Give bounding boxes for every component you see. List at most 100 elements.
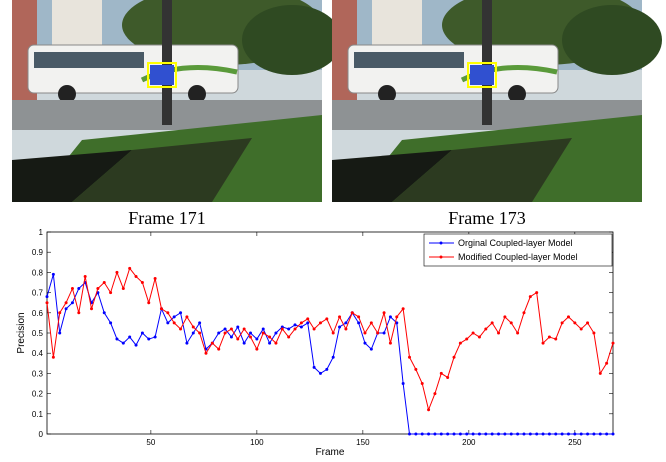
point (427, 408, 430, 411)
point (414, 368, 417, 371)
point (599, 433, 602, 436)
point (122, 287, 125, 290)
point (287, 327, 290, 330)
point (147, 301, 150, 304)
point (211, 342, 214, 345)
point (592, 332, 595, 335)
x-axis-label: Frame (316, 447, 345, 458)
point (510, 433, 513, 436)
point (548, 336, 551, 339)
point (446, 433, 449, 436)
point (522, 311, 525, 314)
point (313, 366, 316, 369)
point (274, 332, 277, 335)
legend-marker (440, 256, 443, 259)
point (325, 368, 328, 371)
point (281, 327, 284, 330)
point (573, 321, 576, 324)
point (103, 311, 106, 314)
legend-marker (440, 242, 443, 245)
point (465, 338, 468, 341)
point (249, 332, 252, 335)
point (522, 433, 525, 436)
point (408, 433, 411, 436)
photo (332, 0, 662, 202)
point (224, 327, 227, 330)
point (230, 336, 233, 339)
point (402, 382, 405, 385)
point (414, 433, 417, 436)
point (319, 372, 322, 375)
point (497, 332, 500, 335)
point (586, 433, 589, 436)
point (351, 311, 354, 314)
point (338, 325, 341, 328)
point (472, 433, 475, 436)
point (306, 321, 309, 324)
point (465, 433, 468, 436)
point (52, 273, 55, 276)
point (84, 275, 87, 278)
point (503, 315, 506, 318)
point (236, 338, 239, 341)
y-tick-label: 0.3 (32, 369, 44, 378)
point (554, 338, 557, 341)
point (402, 307, 405, 310)
point (344, 327, 347, 330)
y-tick-label: 0.5 (32, 329, 44, 338)
point (154, 277, 157, 280)
point (249, 336, 252, 339)
point (433, 433, 436, 436)
x-tick-label: 250 (568, 438, 582, 447)
point (529, 295, 532, 298)
point (128, 336, 131, 339)
point (586, 321, 589, 324)
point (96, 287, 99, 290)
point (453, 356, 456, 359)
point (179, 311, 182, 314)
y-axis-label: Precision (16, 312, 27, 353)
point (115, 271, 118, 274)
point (599, 372, 602, 375)
point (567, 315, 570, 318)
point (421, 433, 424, 436)
point (300, 321, 303, 324)
point (332, 356, 335, 359)
point (58, 311, 61, 314)
point (230, 327, 233, 330)
point (376, 332, 379, 335)
point (548, 433, 551, 436)
x-tick-label: 50 (146, 438, 155, 447)
point (166, 321, 169, 324)
point (516, 332, 519, 335)
point (128, 267, 131, 270)
point (147, 338, 150, 341)
point (52, 356, 55, 359)
point (198, 332, 201, 335)
point (319, 321, 322, 324)
point (580, 327, 583, 330)
point (357, 315, 360, 318)
point (612, 433, 615, 436)
point (440, 372, 443, 375)
point (491, 321, 494, 324)
point (294, 327, 297, 330)
point (478, 336, 481, 339)
y-tick-label: 0.4 (32, 349, 44, 358)
point (573, 433, 576, 436)
point (71, 287, 74, 290)
point (459, 433, 462, 436)
point (332, 332, 335, 335)
point (408, 356, 411, 359)
point (287, 336, 290, 339)
x-tick-label: 150 (356, 438, 370, 447)
point (77, 287, 80, 290)
point (459, 342, 462, 345)
point (160, 307, 163, 310)
point (65, 301, 68, 304)
point (90, 307, 93, 310)
y-tick-label: 0.1 (32, 410, 44, 419)
point (46, 295, 49, 298)
point (427, 433, 430, 436)
point (135, 275, 138, 278)
